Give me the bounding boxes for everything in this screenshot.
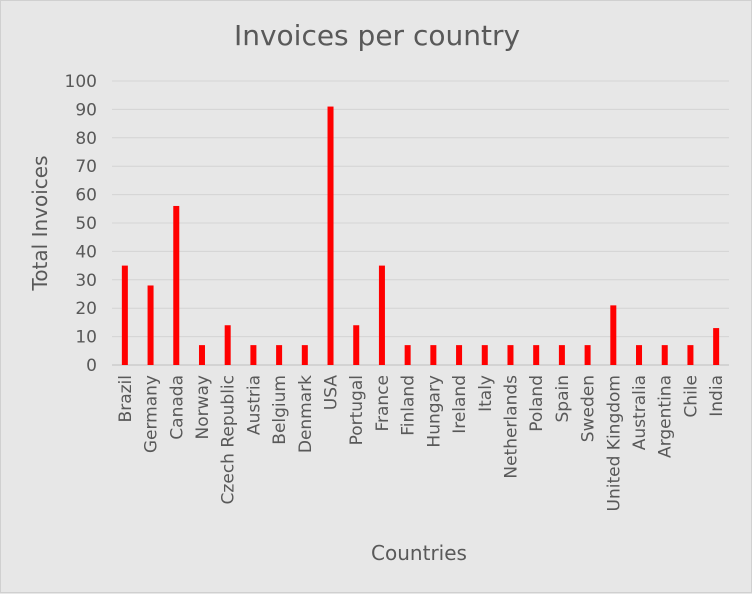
y-tick-label: 10: [75, 328, 97, 348]
x-tick-label: Chile: [681, 375, 701, 418]
x-axis-ticks: Brazil Germany Canada Norway Czech Republic A…: [116, 375, 727, 512]
bar: [353, 325, 360, 365]
bar: [507, 345, 514, 365]
y-tick-label: 100: [65, 72, 97, 92]
x-tick-label: India: [707, 375, 727, 417]
bar: [224, 325, 231, 365]
bar: [584, 345, 591, 365]
bar: [430, 345, 437, 365]
bar: [301, 345, 308, 365]
x-tick-label: France: [373, 375, 393, 432]
chart-title: Invoices per country: [234, 19, 520, 52]
bar: [404, 345, 411, 365]
x-tick-label: Canada: [167, 375, 187, 440]
bar: [713, 328, 720, 365]
y-tick-label: 20: [75, 299, 97, 319]
y-axis-title: Total Invoices: [28, 156, 52, 292]
x-tick-label: Ireland: [450, 375, 470, 434]
bar: [198, 345, 205, 365]
x-tick-label: Belgium: [270, 375, 290, 445]
x-tick-label: Brazil: [116, 375, 136, 422]
y-tick-label: 80: [75, 129, 97, 149]
x-tick-label: Czech Republic: [219, 375, 239, 504]
x-tick-label: Denmark: [296, 375, 316, 453]
x-tick-label: Sweden: [579, 375, 599, 442]
x-tick-label: Finland: [399, 375, 419, 436]
x-tick-label: USA: [322, 375, 342, 411]
bar: [636, 345, 643, 365]
bars: [121, 106, 720, 365]
x-axis-title: Countries: [371, 541, 467, 565]
x-tick-label: Poland: [527, 375, 547, 432]
x-tick-label: United Kingdom: [604, 375, 624, 511]
bar: [661, 345, 668, 365]
y-tick-label: 50: [75, 214, 97, 234]
bar: [481, 345, 488, 365]
x-tick-label: Austria: [244, 375, 264, 435]
bar: [456, 345, 463, 365]
bar: [378, 265, 385, 365]
bar: [250, 345, 257, 365]
y-tick-label: 30: [75, 271, 97, 291]
y-tick-label: 0: [86, 356, 97, 376]
bar: [121, 265, 128, 365]
bar: [276, 345, 283, 365]
x-tick-label: Portugal: [347, 375, 367, 445]
x-tick-label: Germany: [142, 375, 162, 453]
bar: [327, 106, 334, 365]
x-tick-label: Norway: [193, 375, 213, 440]
bar: [687, 345, 694, 365]
x-tick-label: Spain: [553, 375, 573, 423]
bar: [147, 285, 154, 365]
gridlines: [112, 80, 729, 366]
x-tick-label: Netherlands: [501, 375, 521, 479]
x-tick-label: Italy: [476, 375, 496, 412]
y-tick-label: 60: [75, 186, 97, 206]
bar: [558, 345, 565, 365]
y-tick-label: 90: [75, 100, 97, 120]
x-tick-label: Hungary: [424, 375, 444, 448]
y-axis-ticks: 0 10 20 30 40 50 60 70 80 90 100: [65, 72, 97, 376]
x-tick-label: Argentina: [656, 375, 676, 458]
bar: [610, 305, 617, 365]
bar: [173, 205, 180, 365]
bar: [533, 345, 540, 365]
x-tick-label: Australia: [630, 375, 650, 450]
y-tick-label: 70: [75, 157, 97, 177]
y-tick-label: 40: [75, 242, 97, 262]
